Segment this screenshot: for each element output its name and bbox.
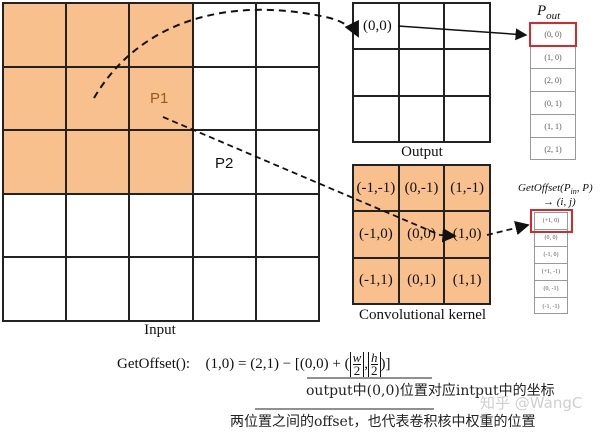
input-cell (66, 66, 130, 131)
p1-label: P1 (150, 90, 169, 107)
list-item: (1, 0) (531, 46, 575, 69)
output-origin-label: (0,0) (363, 18, 392, 34)
input-cell (3, 3, 67, 67)
formula-w: w (352, 350, 362, 365)
kernel-cell: (1,-1) (444, 165, 490, 212)
input-cell (129, 130, 193, 194)
offset-title-sub: in (570, 187, 577, 197)
formula: GetOffset(): (1,0) = (2,1) − [(0,0) + (w… (117, 350, 391, 378)
input-cell (255, 257, 319, 321)
annotation-line1: output中(0,0)位置对应intput中的坐标 (306, 383, 555, 399)
formula-expression: (1,0) = (2,1) − [(0,0) + ( (205, 355, 350, 372)
arrow-output-to-pout (397, 25, 528, 41)
p-out-title-main: P (537, 3, 547, 19)
list-item: (0, 0) (535, 230, 567, 247)
formula-h: h (371, 350, 378, 365)
offset-list: (+1, 0) (0, 0) (-1, 0) (+1, -1) (0, -1) (-1, … (534, 212, 568, 314)
input-cell (192, 193, 256, 258)
input-cell (192, 257, 256, 321)
input-cell (129, 193, 193, 258)
kernel-caption: Convolutional kernel (358, 307, 487, 323)
offset-title-main: GetOffset(P (518, 182, 571, 194)
annotation-line2: 两位置之间的offset，也代表卷积核中权重的位置 (230, 414, 536, 430)
input-cell (3, 257, 67, 321)
input-cell (66, 3, 130, 67)
list-item: (-1, -1) (542, 303, 560, 310)
input-cell (129, 257, 193, 321)
kernel-cell: (-1,-1) (353, 165, 399, 212)
input-cell (66, 257, 130, 321)
p2-label: P2 (215, 155, 234, 172)
dashed-arrow-kernel-to-offset (486, 220, 530, 236)
input-cell (3, 66, 67, 131)
kernel-cell: (-1,0) (353, 211, 399, 258)
kernel-cell: (0,1) (398, 257, 445, 304)
list-item: (+1, 0) (535, 213, 567, 230)
output-cell (353, 49, 399, 96)
formula-w-denom: 2 (352, 363, 362, 378)
output-cell (444, 3, 490, 50)
output-cell (444, 49, 490, 96)
input-cell (3, 193, 67, 258)
input-grid (2, 2, 320, 322)
p-out-title-sub: out (546, 10, 561, 22)
offset-title: GetOffset(Pin, P) (518, 182, 593, 196)
input-cell (255, 193, 319, 258)
dashed-line-p1-to-kernel (162, 116, 457, 243)
list-item: (2, 1) (544, 145, 562, 154)
input-cell (66, 130, 130, 194)
formula-suffix: )] (380, 355, 391, 372)
dashed-curve-p-to-output (93, 8, 359, 99)
input-caption: Input (144, 322, 176, 338)
input-cell (3, 130, 67, 194)
kernel-grid: (-1,-1) (0,-1) (1,-1) (-1,0) (0,0) (1,0) (-1,1… (352, 164, 491, 305)
formula-prefix: GetOffset(): (117, 355, 191, 372)
output-cell (353, 95, 399, 142)
input-cell (192, 3, 256, 67)
output-cell (444, 95, 490, 142)
output-cell (398, 49, 445, 96)
p-out-title: Pout (537, 3, 560, 22)
offset-title-end: , P) (576, 182, 593, 194)
kernel-cell: (1,1) (444, 257, 490, 304)
list-item: (-1, 0) (535, 247, 567, 264)
kernel-cell: (0,-1) (398, 165, 445, 212)
input-cell (192, 130, 256, 194)
formula-h-denom: 2 (371, 363, 378, 378)
input-cell (255, 66, 319, 131)
list-item: (2, 0) (531, 69, 575, 92)
watermark: 知乎 @WangC (480, 394, 583, 412)
input-cell (129, 66, 193, 131)
list-item: (1, 1) (531, 115, 575, 138)
input-cell (129, 3, 193, 67)
input-cell (192, 66, 256, 131)
list-item: (0, 1) (531, 92, 575, 115)
output-cell (398, 95, 445, 142)
offset-subtitle: → (i, j) (543, 196, 576, 208)
input-cell (66, 193, 130, 258)
list-item: (0, -1) (535, 281, 567, 298)
kernel-cell: (-1,1) (353, 257, 399, 304)
output-caption: Output (401, 144, 443, 160)
list-item: (+1, -1) (535, 264, 567, 281)
p-out-highlight (529, 22, 577, 47)
offset-highlight (530, 209, 573, 233)
